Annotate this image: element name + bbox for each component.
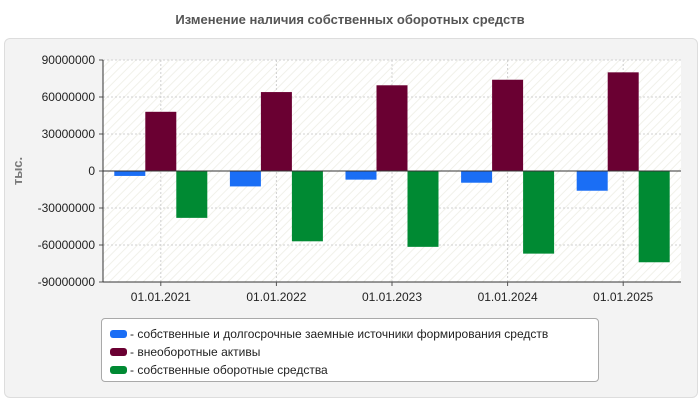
x-tick-label: 01.01.2025 <box>593 290 653 304</box>
bar-series-1-01.01.2025 <box>607 72 639 171</box>
bar-series-2-01.01.2022 <box>291 171 323 242</box>
legend-swatch-working-capital <box>110 366 127 374</box>
x-tick-label: 01.01.2022 <box>246 290 306 304</box>
x-tick-label: 01.01.2023 <box>362 290 422 304</box>
bar-series-0-01.01.2023 <box>345 171 377 180</box>
bar-series-1-01.01.2021 <box>145 111 177 171</box>
axes: 90000000 60000000 30000000 0 -30000000 -60000… <box>38 53 681 304</box>
bar-series-1-01.01.2023 <box>376 85 408 171</box>
bars <box>114 72 670 263</box>
y-tick-label: -30000000 <box>38 201 96 215</box>
bar-series-0-01.01.2024 <box>461 171 493 183</box>
y-tick-label: 60000000 <box>42 90 96 104</box>
y-tick-label: -60000000 <box>38 238 96 252</box>
bar-series-2-01.01.2023 <box>407 171 439 247</box>
legend-swatch-noncurrent-assets <box>110 348 127 356</box>
x-tick-label: 01.01.2021 <box>131 290 191 304</box>
legend-item-sources: - собственные и долгосрочные заемные ист… <box>110 325 598 343</box>
y-tick-label: 30000000 <box>42 127 96 141</box>
x-tick-label: 01.01.2024 <box>478 290 538 304</box>
bar-series-2-01.01.2021 <box>176 171 208 218</box>
legend-item-working-capital: - собственные оборотные средства <box>110 361 598 379</box>
y-tick-label: 90000000 <box>42 53 96 67</box>
bar-series-2-01.01.2024 <box>523 171 555 254</box>
legend-label-noncurrent-assets: - внеоборотные активы <box>130 345 261 359</box>
bar-series-0-01.01.2022 <box>229 171 261 187</box>
bar-series-1-01.01.2024 <box>492 79 524 171</box>
bar-series-1-01.01.2022 <box>260 92 292 171</box>
bar-series-0-01.01.2025 <box>576 171 608 191</box>
chart-title: Изменение наличия собственных оборотных … <box>175 12 525 27</box>
bar-series-0-01.01.2021 <box>114 171 146 176</box>
bar-series-2-01.01.2025 <box>638 171 670 263</box>
legend-label-working-capital: - собственные оборотные средства <box>130 363 328 377</box>
y-tick-label: 0 <box>88 164 95 178</box>
legend-label-sources: - собственные и долгосрочные заемные ист… <box>130 327 549 341</box>
y-axis-label: тыс. <box>10 157 25 185</box>
legend: - собственные и долгосрочные заемные ист… <box>101 318 599 382</box>
legend-item-noncurrent-assets: - внеоборотные активы <box>110 343 598 361</box>
y-tick-label: -90000000 <box>38 275 96 289</box>
legend-swatch-sources <box>110 330 127 338</box>
